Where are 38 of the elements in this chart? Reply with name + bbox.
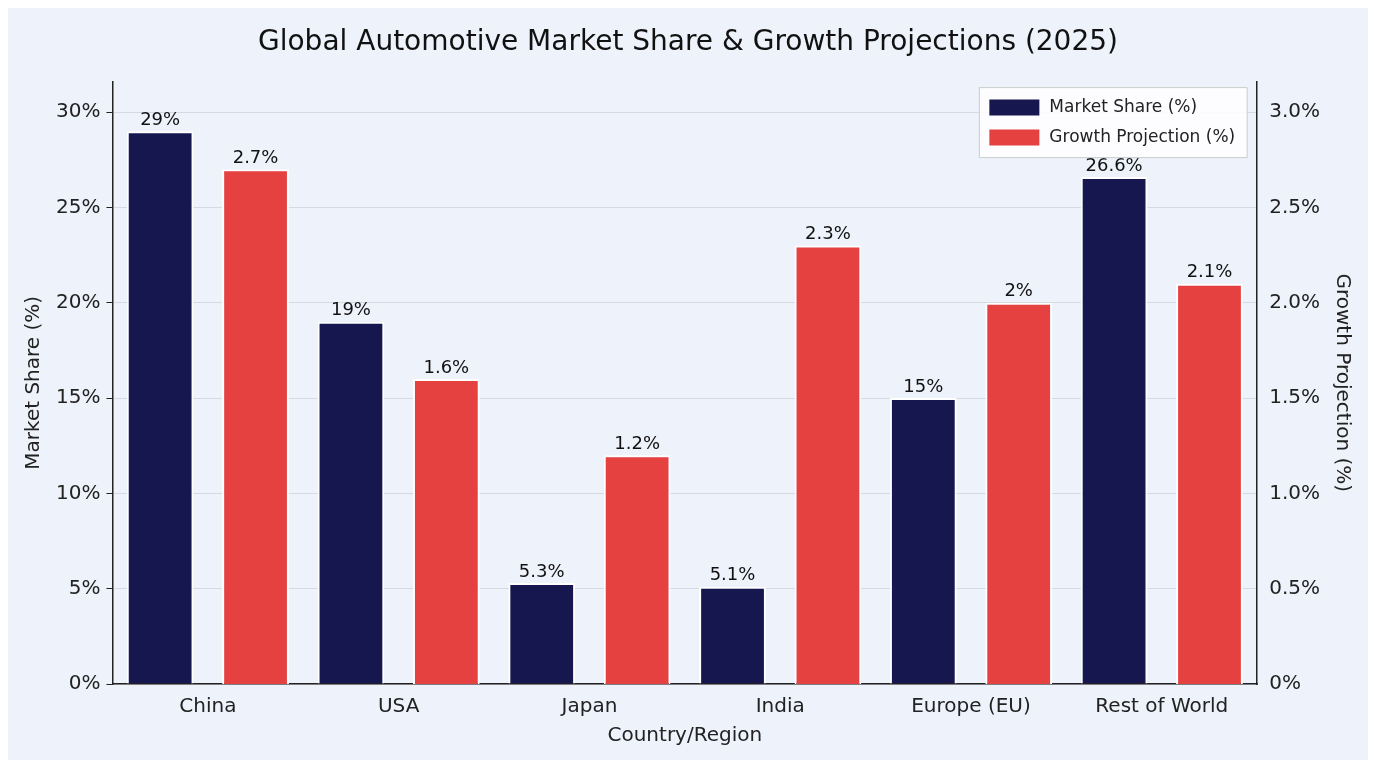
y2-tick-label: 1.0%	[1269, 479, 1320, 504]
y-tick-label: 0%	[68, 670, 101, 695]
legend-label: Market Share (%)	[1049, 96, 1198, 117]
data-label: 2.3%	[805, 222, 851, 244]
x-tick-label: Europe (EU)	[911, 693, 1031, 718]
x-tick-label: India	[755, 693, 805, 718]
data-label: 2.7%	[232, 145, 279, 167]
x-tick-label: Japan	[559, 693, 618, 718]
chart-title: Global Automotive Market Share & Growth Projections (2025)	[258, 24, 1118, 58]
y-axis-title: Market Share (%)	[20, 295, 45, 470]
y-tick-label: 25%	[56, 193, 101, 218]
y2-axis-title: Growth Projection (%)	[1331, 273, 1356, 493]
x-axis-title: Country/Region	[607, 722, 763, 747]
y-tick-label: 20%	[56, 288, 101, 313]
y-tick-label: 10%	[56, 479, 101, 504]
y2-tick-label: 2.5%	[1269, 193, 1320, 218]
data-label: 1.6%	[423, 355, 470, 377]
legend-label: Growth Projection (%)	[1049, 126, 1236, 147]
data-label: 5.3%	[518, 559, 565, 581]
data-label: 29%	[140, 107, 181, 129]
y-tick-label: 15%	[56, 384, 101, 409]
data-label: 26.6%	[1085, 153, 1143, 175]
y2-tick-label: 0.5%	[1269, 574, 1320, 599]
y-tick-label: 5%	[68, 574, 101, 599]
x-tick-label: China	[179, 693, 237, 718]
data-label: 19%	[330, 298, 371, 320]
data-label: 5.1%	[709, 563, 756, 585]
data-label: 2%	[1004, 279, 1033, 301]
data-label: 1.2%	[614, 431, 660, 453]
y2-tick-label: 0%	[1269, 670, 1301, 695]
x-tick-label: USA	[377, 693, 420, 718]
y2-tick-label: 2.0%	[1269, 288, 1320, 313]
x-tick-label: Rest of World	[1095, 693, 1229, 718]
y-tick-label: 30%	[56, 98, 101, 123]
y2-tick-label: 3.0%	[1269, 98, 1320, 123]
data-label: 15%	[903, 374, 944, 396]
y2-tick-label: 1.5%	[1269, 384, 1320, 409]
data-label: 2.1%	[1186, 260, 1233, 282]
